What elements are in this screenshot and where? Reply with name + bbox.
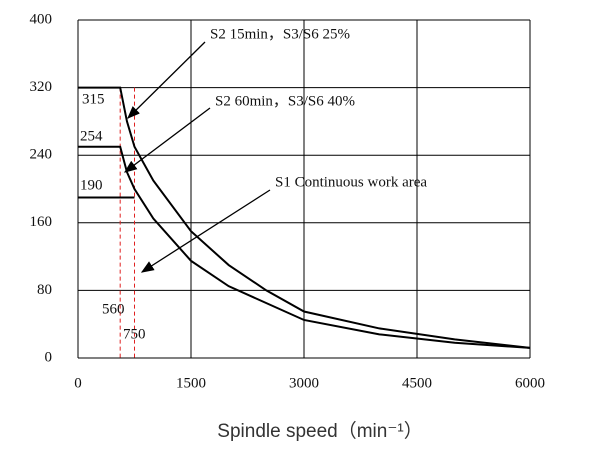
x-tick-label: 0 [74, 375, 82, 391]
y-tick-label: 0 [45, 349, 53, 365]
annotation: 560 [102, 301, 125, 317]
y-tick-label: 160 [30, 214, 53, 230]
annotation: 750 [123, 326, 146, 342]
y-tick-label: 400 [30, 11, 53, 27]
y-tick-label: 80 [37, 282, 52, 298]
annotation: 190 [80, 177, 103, 193]
annotation: 315 [82, 91, 105, 107]
y-tick-label: 320 [30, 79, 53, 95]
curve [78, 86, 531, 349]
arrow [127, 41, 206, 119]
x-tick-label: 1500 [176, 375, 206, 391]
x-axis-label: Spindle speed（min⁻¹） [217, 420, 422, 442]
annotation: S1 Continuous work area [275, 174, 427, 190]
annotation: 254 [80, 128, 103, 144]
arrow [123, 107, 211, 173]
x-tick-label: 4500 [402, 375, 432, 391]
annotation: S2 60min，S3/S6 40% [215, 93, 355, 109]
x-tick-label: 6000 [515, 375, 545, 391]
annotation: S2 15min，S3/S6 25% [210, 26, 350, 42]
y-tick-label: 240 [30, 147, 53, 163]
x-tick-label: 3000 [289, 375, 319, 391]
arrow [140, 189, 271, 273]
